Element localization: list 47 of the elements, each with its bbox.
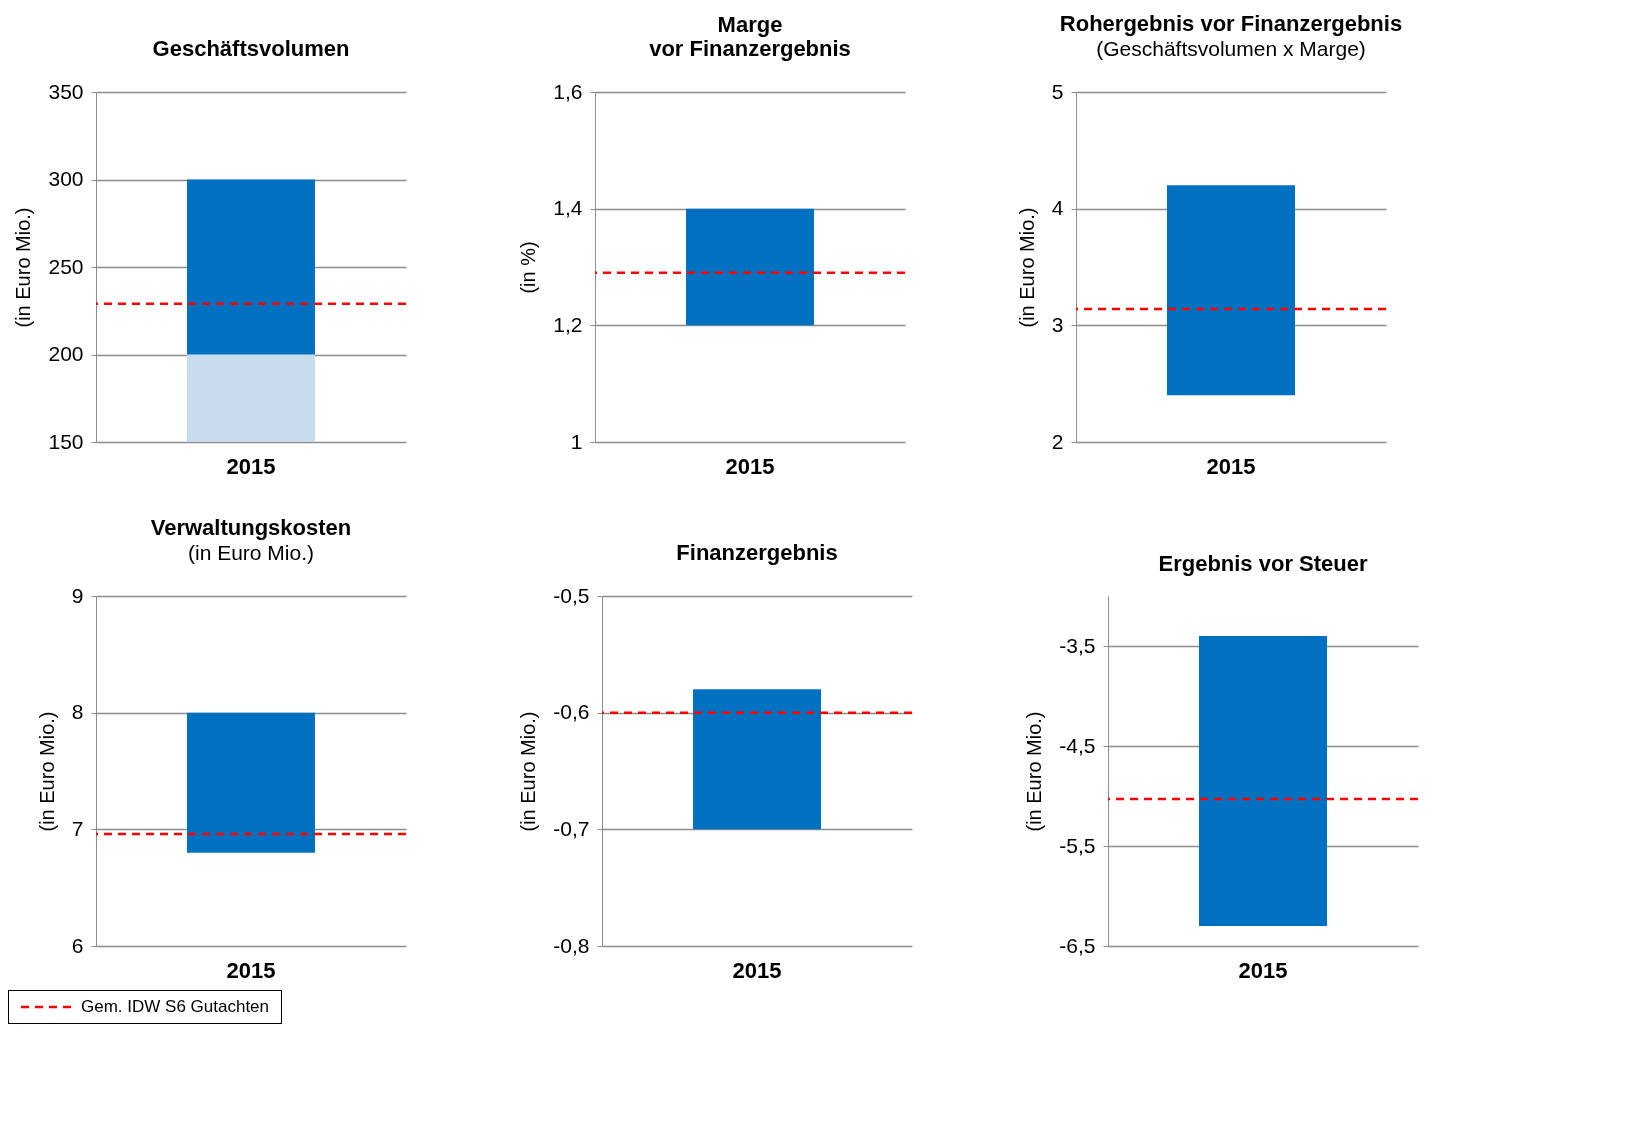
y-tick-label: -0,6 bbox=[553, 700, 590, 724]
chart-title: Finanzergebnis bbox=[676, 540, 838, 565]
x-tick-label: 2015 bbox=[226, 957, 276, 983]
y-tick-label: 1 bbox=[570, 429, 583, 453]
y-tick-label: -0,5 bbox=[553, 583, 590, 607]
y-axis-title: (in %) bbox=[517, 241, 540, 294]
y-tick-label: 3 bbox=[1051, 312, 1064, 336]
y-tick-label: 1,6 bbox=[553, 79, 583, 103]
y-tick-label: -6,5 bbox=[1059, 933, 1096, 957]
y-axis-title: (in Euro Mio.) bbox=[1023, 711, 1046, 832]
y-tick-label: 350 bbox=[48, 79, 84, 103]
x-tick-label: 2015 bbox=[732, 957, 782, 983]
y-tick-label: 200 bbox=[48, 342, 84, 365]
y-axis-title: (in Euro Mio.) bbox=[1015, 207, 1038, 328]
y-tick-label: 300 bbox=[48, 167, 84, 190]
y-tick-label: -3,5 bbox=[1059, 633, 1096, 657]
y-tick-label: 250 bbox=[48, 254, 84, 278]
y-tick-label: 6 bbox=[71, 933, 84, 957]
y-tick-label: -0,8 bbox=[553, 933, 590, 957]
chart-title: Verwaltungskosten bbox=[150, 515, 352, 540]
chart-subtitle: (Geschäftsvolumen x Marge) bbox=[1096, 37, 1366, 60]
y-tick-label: 5 bbox=[1051, 79, 1064, 103]
y-tick-label: 2 bbox=[1051, 429, 1064, 453]
text: vor Finanzergebnis bbox=[649, 36, 851, 61]
y-axis-title: (in Euro Mio.) bbox=[12, 207, 35, 328]
y-tick-label: -4,5 bbox=[1059, 733, 1096, 757]
x-tick-label: 2015 bbox=[1238, 957, 1288, 983]
legend-label: Gem. IDW S6 Gutachten bbox=[81, 997, 270, 1017]
y-tick-label: -5,5 bbox=[1059, 833, 1096, 857]
x-tick-label: 2015 bbox=[226, 453, 276, 479]
chart-subtitle: (in Euro Mio.) bbox=[187, 541, 315, 564]
x-tick-label: 2015 bbox=[1206, 453, 1256, 479]
y-axis-title: (in Euro Mio.) bbox=[517, 711, 540, 832]
text: Marge bbox=[717, 12, 783, 37]
y-tick-label: 1,4 bbox=[553, 196, 583, 220]
y-tick-label: -0,7 bbox=[553, 816, 590, 840]
y-tick-label: 8 bbox=[71, 700, 84, 724]
y-tick-label: 4 bbox=[1051, 196, 1064, 220]
y-tick-label: 7 bbox=[71, 816, 84, 840]
y-axis-title: (in Euro Mio.) bbox=[35, 711, 58, 832]
x-tick-label: 2015 bbox=[725, 453, 775, 479]
chart-title: Ergebnis vor Steuer bbox=[1158, 551, 1368, 576]
chart-title: Geschäftsvolumen bbox=[152, 36, 350, 61]
y-tick-label: 9 bbox=[71, 583, 84, 607]
y-tick-label: 150 bbox=[48, 429, 84, 453]
y-tick-label: 1,2 bbox=[553, 312, 583, 336]
chart-title: Rohergebnis vor Finanzergebnis bbox=[1059, 11, 1403, 36]
